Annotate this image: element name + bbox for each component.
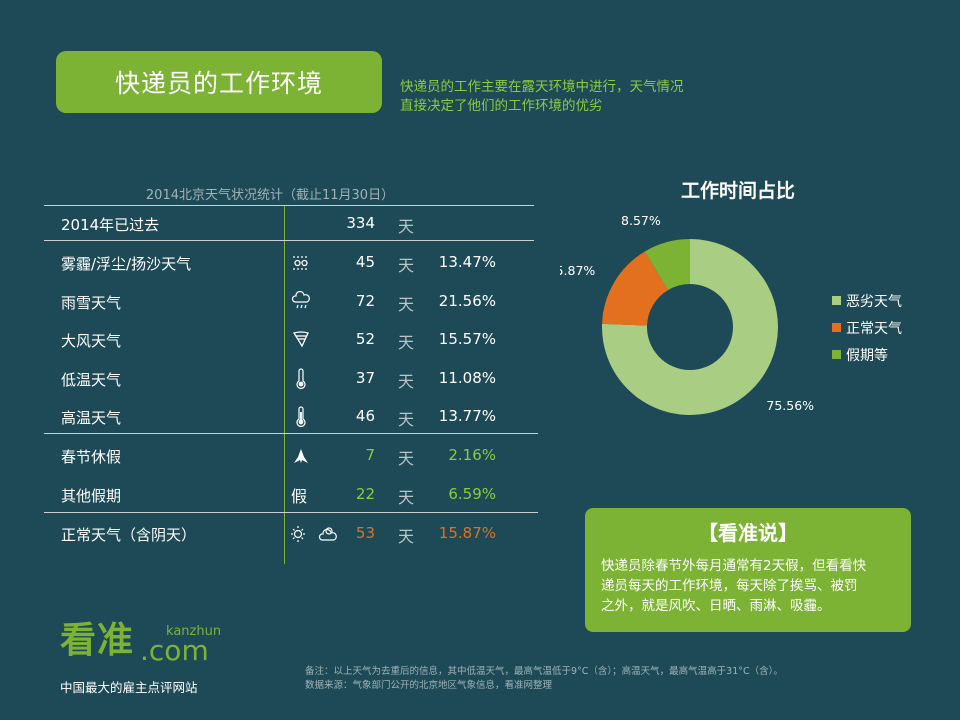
data-label-holidays: 8.57%: [621, 213, 661, 228]
haze-icon: [291, 252, 341, 274]
subtitle-line-2: 直接决定了他们的工作环境的优劣: [400, 98, 603, 114]
logo-tagline: 中国最大的雇主点评网站: [60, 680, 198, 695]
thermometer-low-icon: [291, 368, 341, 390]
table-divider: [44, 433, 538, 434]
legend-swatch: [832, 323, 841, 332]
row-percent: 2.16%: [448, 446, 496, 464]
comment-line: 递员每天的工作环境，每天除了挨骂、被罚: [601, 578, 858, 594]
row-label: 低温天气: [61, 371, 122, 389]
legend-swatch: [832, 296, 841, 305]
logo-domain: .com: [140, 634, 209, 667]
table-top-divider: [44, 205, 534, 206]
table-row-total: 2014年已过去 334 天: [0, 205, 540, 243]
row-value: 22: [355, 485, 375, 503]
row-value: 334: [346, 214, 375, 232]
data-label-normal-weather: 15.87%: [560, 263, 595, 278]
row-value: 72: [355, 292, 375, 310]
row-unit: 天: [398, 449, 415, 468]
row-unit: 天: [398, 256, 415, 275]
subtitle-line-1: 快递员的工作主要在露天环境中进行，天气情况: [400, 79, 684, 95]
data-label-severe-weather: 75.56%: [766, 398, 814, 413]
table-caption: 2014北京天气状况统计（截止11月30日）: [145, 188, 395, 203]
table-row-normal-weather: 正常天气（含阴天） 53 天 15.87%: [0, 515, 540, 553]
comment-line: 之外，就是风吹、日晒、雨淋、吸霾。: [601, 598, 831, 614]
rain-snow-icon: [291, 290, 341, 313]
row-unit: 天: [398, 488, 415, 507]
row-label: 雾霾/浮尘/扬沙天气: [61, 255, 192, 273]
thermometer-high-icon: [291, 406, 341, 428]
row-label: 雨雪天气: [61, 294, 122, 312]
page-title: 快递员的工作环境: [114, 69, 323, 98]
row-label: 大风天气: [61, 332, 122, 350]
kanzhun-comment-box: 【看准说】 快递员除春节外每月通常有2天假，但看看快 递员每天的工作环境，每天除…: [585, 508, 911, 632]
legend-label: 正常天气: [846, 320, 902, 337]
slice-holidays: [644, 239, 690, 291]
chart-title: 工作时间占比: [680, 180, 795, 202]
firecracker-icon: [291, 445, 341, 467]
footnote-line: 数据来源：气象部门公开的北京地区气象信息，看准网整理: [305, 680, 553, 691]
row-percent: 21.56%: [438, 292, 496, 310]
footnote: 备注：以上天气为去重后的信息，其中低温天气，最高气温低于9°C（含）；高温天气，…: [305, 665, 783, 693]
logo-sub: kanzhun: [166, 624, 222, 639]
chart-legend: 恶劣天气 正常天气 假期等: [832, 287, 902, 368]
row-value: 53: [355, 524, 375, 542]
row-unit: 天: [398, 410, 415, 429]
logo-main: 看准: [60, 620, 135, 661]
work-time-donut-chart: 75.56% 15.87% 8.57%: [560, 213, 814, 415]
legend-label: 恶劣天气: [846, 293, 902, 310]
row-unit: 天: [398, 527, 415, 546]
table-row-other-holidays: 其他假期 假 22 天 6.59%: [0, 476, 540, 514]
row-label: 春节休假: [61, 448, 122, 466]
legend-item-normal-weather: 正常天气: [832, 314, 902, 341]
row-value: 37: [355, 369, 375, 387]
slice-normal-weather: [602, 251, 668, 326]
legend-item-severe-weather: 恶劣天气: [832, 287, 902, 314]
row-unit: 天: [398, 372, 415, 391]
comment-line: 快递员除春节外每月通常有2天假，但看看快: [601, 558, 867, 574]
title-box: 快递员的工作环境: [56, 51, 382, 113]
table-divider: [44, 240, 534, 241]
footnote-line: 备注：以上天气为去重后的信息，其中低温天气，最高气温低于9°C（含）；高温天气，…: [305, 666, 783, 677]
comment-body: 快递员除春节外每月通常有2天假，但看看快 递员每天的工作环境，每天除了挨骂、被罚…: [601, 556, 897, 616]
table-row-spring-festival: 春节休假 7 天 2.16%: [0, 437, 540, 475]
holiday-glyph: 假: [291, 487, 308, 506]
legend-item-holidays: 假期等: [832, 341, 902, 368]
row-value: 45: [355, 253, 375, 271]
row-percent: 13.47%: [438, 253, 496, 271]
page-subtitle: 快递员的工作主要在露天环境中进行，天气情况 直接决定了他们的工作环境的优劣: [400, 78, 740, 116]
row-value: 46: [355, 407, 375, 425]
row-percent: 13.77%: [438, 407, 496, 425]
table-column-divider: [284, 206, 285, 564]
row-label: 正常天气（含阴天）: [61, 526, 197, 544]
wind-icon: [291, 329, 341, 351]
holiday-icon: 假: [291, 484, 341, 506]
sun-cloud-icon: [291, 523, 341, 545]
table-row-low-temp: 低温天气 37 天 11.08%: [0, 360, 540, 398]
row-unit: 天: [398, 295, 415, 314]
kanzhun-logo: 看准 kanzhun .com: [60, 620, 236, 667]
table-row-high-temp: 高温天气 46 天 13.77%: [0, 398, 540, 436]
row-percent: 15.87%: [438, 524, 496, 542]
table-row-wind: 大风天气 52 天 15.57%: [0, 321, 540, 359]
table-divider: [44, 512, 538, 513]
row-percent: 15.57%: [438, 330, 496, 348]
row-percent: 11.08%: [438, 369, 496, 387]
row-label: 其他假期: [61, 487, 122, 505]
row-percent: 6.59%: [448, 485, 496, 503]
comment-title: 【看准说】: [698, 521, 798, 545]
row-label: 高温天气: [61, 409, 122, 427]
row-unit: 天: [398, 217, 415, 236]
row-label: 2014年已过去: [61, 216, 160, 234]
table-row-rain-snow: 雨雪天气 72 天 21.56%: [0, 283, 540, 321]
legend-swatch: [832, 350, 841, 359]
table-row-haze: 雾霾/浮尘/扬沙天气 45 天 13.47%: [0, 244, 540, 282]
slice-severe-weather: [602, 239, 778, 415]
row-value: 52: [355, 330, 375, 348]
row-unit: 天: [398, 333, 415, 352]
row-value: 7: [365, 446, 375, 464]
legend-label: 假期等: [846, 347, 888, 364]
